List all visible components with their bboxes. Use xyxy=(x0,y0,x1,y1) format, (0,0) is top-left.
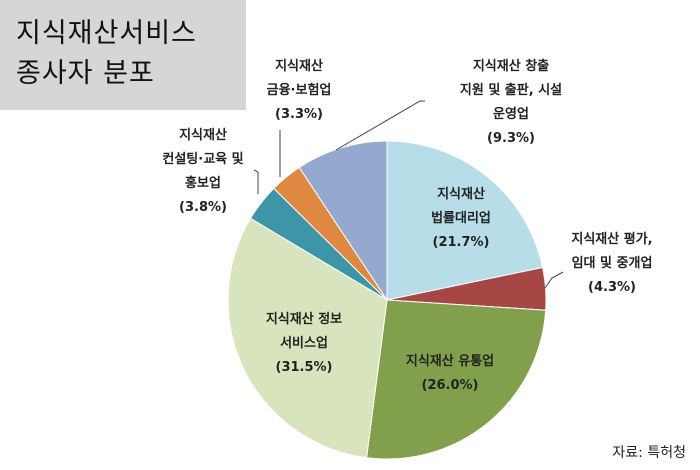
slice-percent: (3.3%) xyxy=(275,107,323,122)
slice-label-line: 지식재산 창출 xyxy=(472,59,550,74)
slice-label-line: 지식재산 xyxy=(275,59,323,74)
slice-percent: (31.5%) xyxy=(275,360,333,375)
slice-label-line: 지식재산 유통업 xyxy=(405,354,495,369)
slice-label-line: 금융·보험업 xyxy=(266,83,332,98)
source-note: 자료: 특허청 xyxy=(612,445,686,461)
slice-label-line: 컨설팅·교육 및 xyxy=(162,152,244,167)
leader-line-0 xyxy=(544,271,564,289)
slice-label-line: 홍보업 xyxy=(185,176,221,191)
slice-label-line: 서비스업 xyxy=(280,336,328,351)
pie-slice-2 xyxy=(365,299,547,460)
slice-label-line: 지식재산 xyxy=(179,128,227,143)
slice-label-line: 임대 및 중개업 xyxy=(571,256,653,271)
slice-percent: (4.3%) xyxy=(588,280,636,295)
leader-line-3 xyxy=(335,100,425,151)
leader-line-1 xyxy=(253,169,259,194)
pie-slice-6 xyxy=(298,140,388,302)
slice-label-line: 지식재산 평가, xyxy=(571,232,653,247)
title-line-2: 종사자 분포 xyxy=(16,58,155,89)
title-line-1: 지식재산서비스 xyxy=(16,18,197,49)
pie-slice-3 xyxy=(227,217,388,459)
slice-label-line: 법률대리업 xyxy=(431,211,491,226)
slice-label-line: 지식재산 xyxy=(437,187,485,202)
slice-percent: (3.8%) xyxy=(179,200,227,215)
slice-percent: (26.0%) xyxy=(421,378,479,393)
pie-slice-0 xyxy=(386,140,544,301)
slice-label-line: 지원 및 출판, 시설 xyxy=(459,83,563,98)
title-box: 지식재산서비스 종사자 분포 xyxy=(0,0,246,110)
slice-label-1: 지식재산 평가, 임대 및 중개업 (4.3%) xyxy=(571,228,652,300)
chart-title: 지식재산서비스 종사자 분포 xyxy=(16,14,197,94)
slice-percent: (21.7%) xyxy=(432,235,490,250)
slice-label-2: 지식재산 유통업 (26.0%) xyxy=(406,350,494,398)
slice-label-line: 운영업 xyxy=(493,107,529,122)
slice-percent: (9.3%) xyxy=(487,131,535,146)
slice-label-line: 지식재산 정보 xyxy=(265,312,343,327)
